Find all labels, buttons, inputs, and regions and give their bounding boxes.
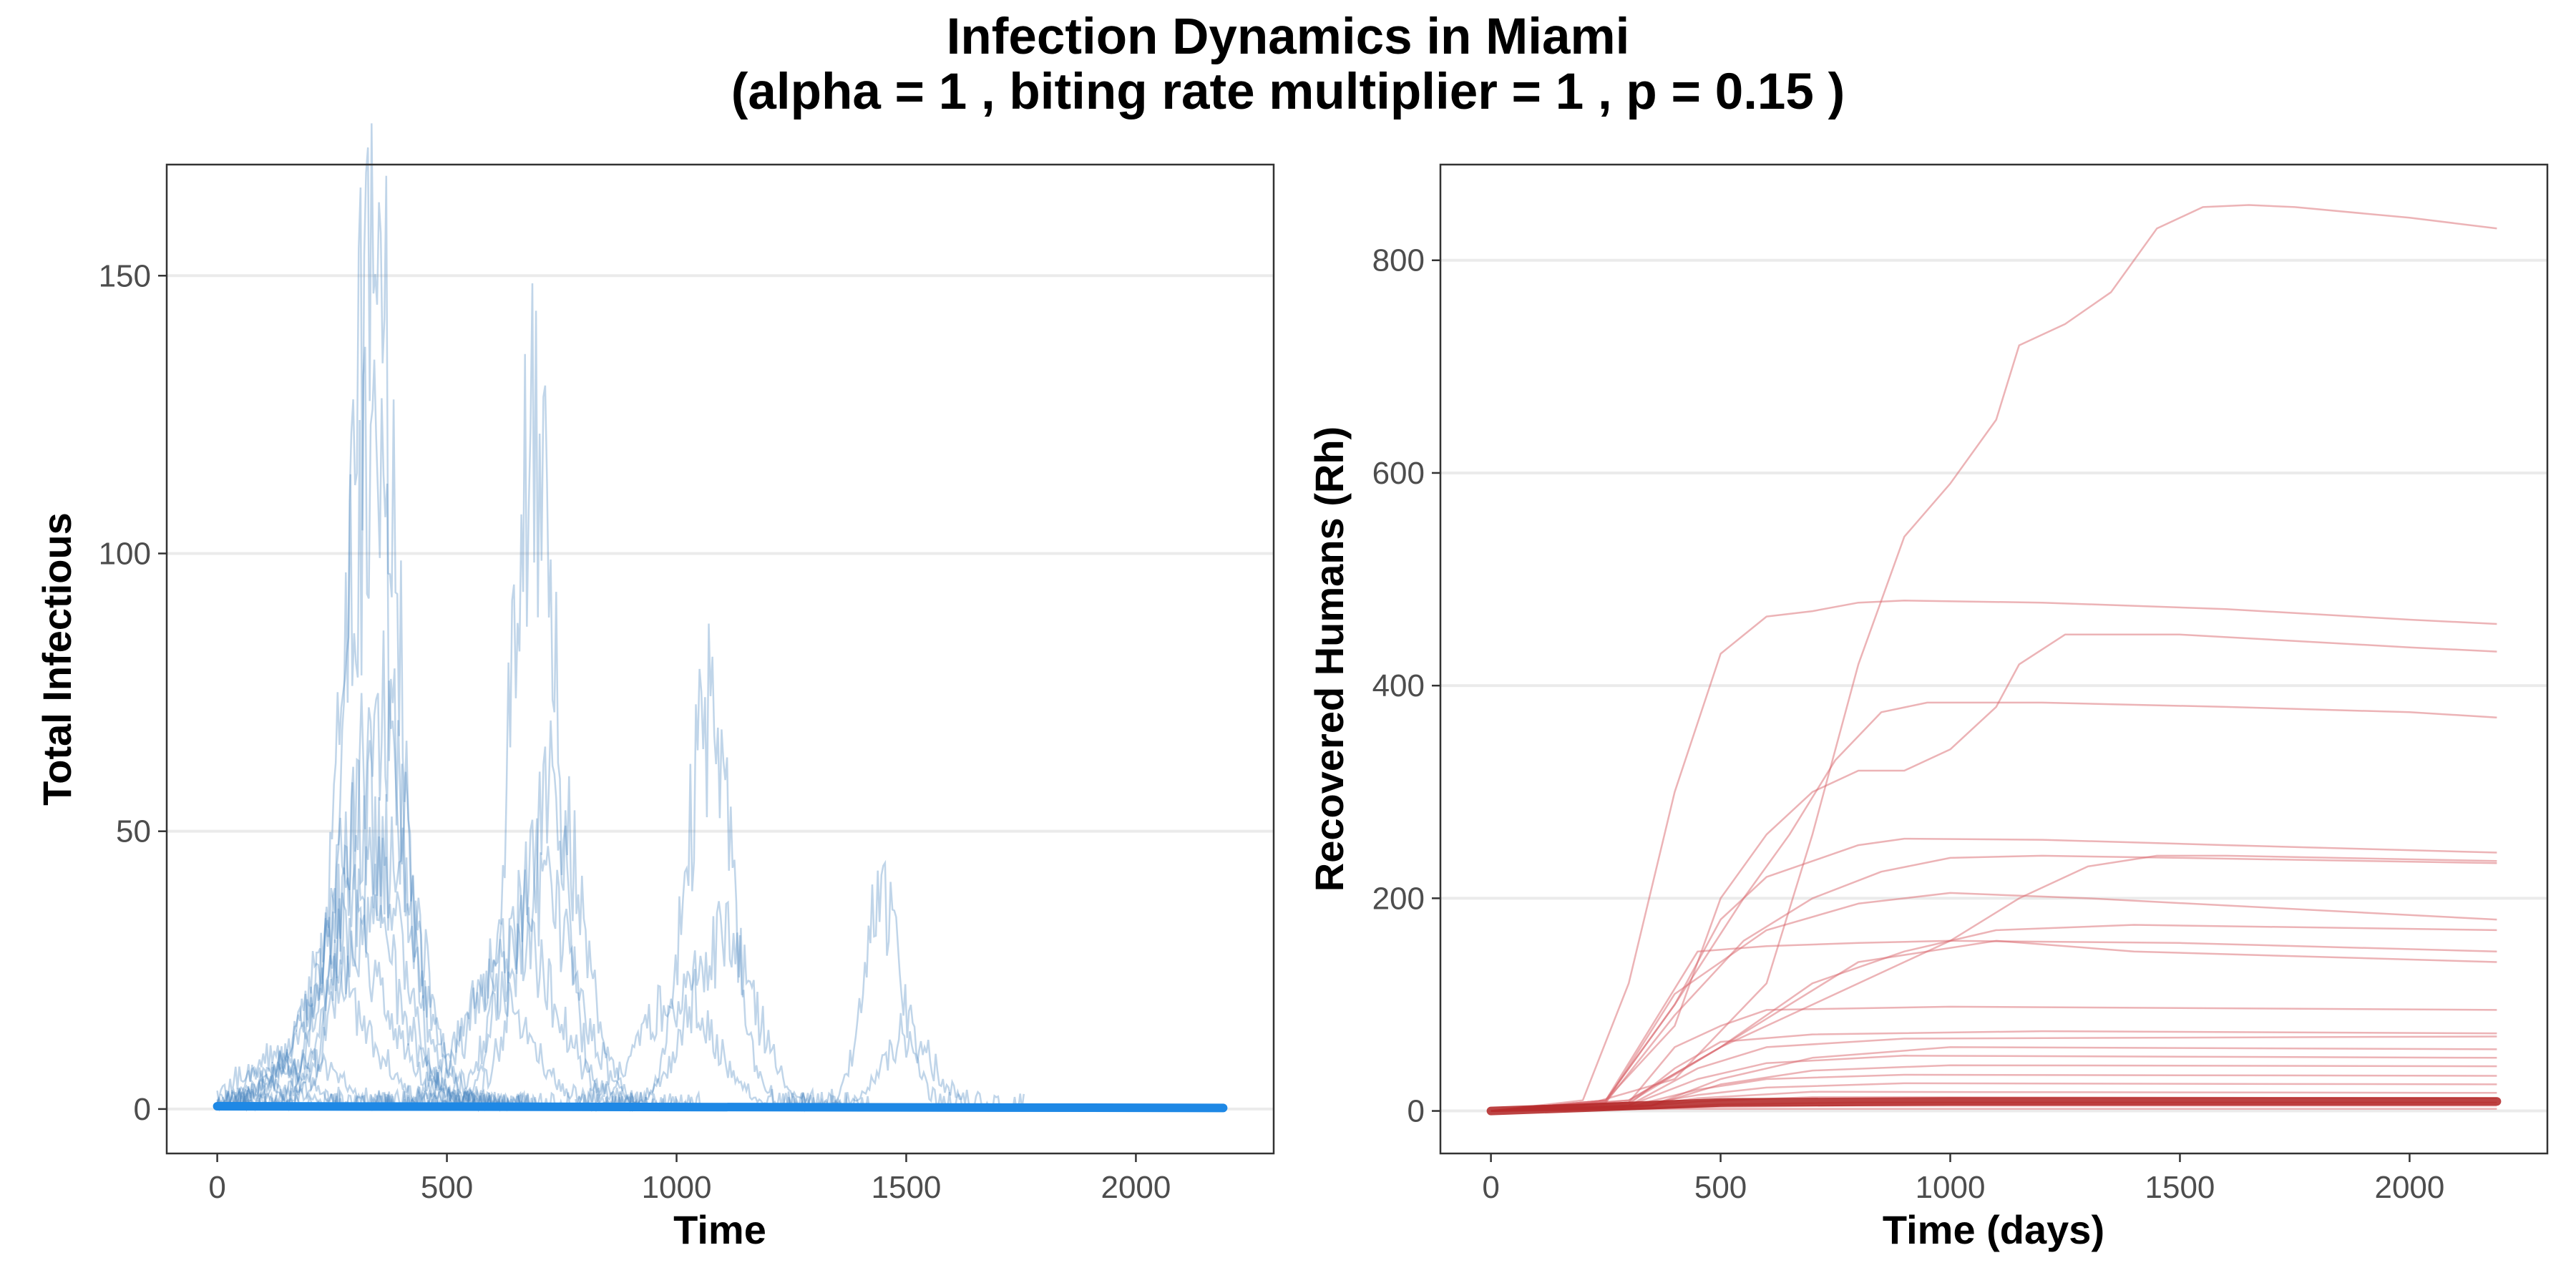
right-y-tick-label: 200 [1372, 881, 1425, 916]
right-panel: 0 200 400 600 800 0 500 1000 1500 2000 Time (days… [1307, 163, 2549, 1252]
right-y-axis-title: Recovered Humans (Rh) [1307, 426, 1352, 892]
recovered-run-line [1491, 600, 2497, 1112]
recovered-run-line [1491, 940, 2497, 1112]
recovered-run-line [1491, 204, 2497, 1112]
left-y-axis-title: Total Infectious [34, 512, 79, 806]
right-x-axis-title: Time (days) [1883, 1207, 2104, 1252]
right-y-tick-label: 400 [1372, 668, 1425, 703]
right-y-tick-label: 800 [1372, 243, 1425, 278]
right-x-tick-label: 500 [1694, 1170, 1747, 1205]
infectious-run-line [269, 123, 477, 1112]
left-x-tick-label: 0 [208, 1170, 225, 1205]
right-y-tick-label: 600 [1372, 456, 1425, 491]
infectious-run-line [575, 900, 871, 1113]
recovered-run-line [1491, 854, 2497, 1112]
right-axes: 0 200 400 600 800 0 500 1000 1500 2000 [1372, 243, 2445, 1205]
right-x-tick-label: 1500 [2145, 1170, 2215, 1205]
right-y-tick-label: 0 [1407, 1094, 1425, 1129]
left-y-tick-label: 0 [134, 1092, 151, 1127]
infectious-run-line [431, 283, 638, 1113]
left-series-group [213, 123, 1228, 1113]
recovered-run-line [1491, 892, 2497, 1112]
right-gridlines [1440, 258, 2547, 1113]
mean-infectious-line [213, 1102, 1228, 1113]
right-x-tick-label: 0 [1482, 1170, 1499, 1205]
right-panel-border [1439, 163, 2549, 1155]
left-x-tick-label: 2000 [1101, 1170, 1171, 1205]
mean-recovered-line [1486, 1097, 2502, 1116]
left-y-tick-label: 50 [116, 814, 151, 849]
left-x-axis-title: Time [673, 1207, 766, 1252]
recovered-run-line [1491, 837, 2497, 1112]
left-x-tick-label: 1000 [642, 1170, 712, 1205]
left-x-tick-label: 500 [421, 1170, 473, 1205]
figure-title-line2: (alpha = 1 , biting rate multiplier = 1 … [731, 64, 1845, 120]
right-series-group [1486, 204, 2502, 1116]
right-x-tick-label: 1000 [1916, 1170, 1986, 1205]
left-y-tick-label: 150 [99, 258, 151, 293]
left-x-tick-label: 1500 [872, 1170, 942, 1205]
left-y-tick-label: 100 [99, 536, 151, 571]
left-panel-border [165, 163, 1275, 1155]
figure-title-line1: Infection Dynamics in Miami [947, 9, 1630, 65]
right-x-tick-label: 2000 [2374, 1170, 2444, 1205]
